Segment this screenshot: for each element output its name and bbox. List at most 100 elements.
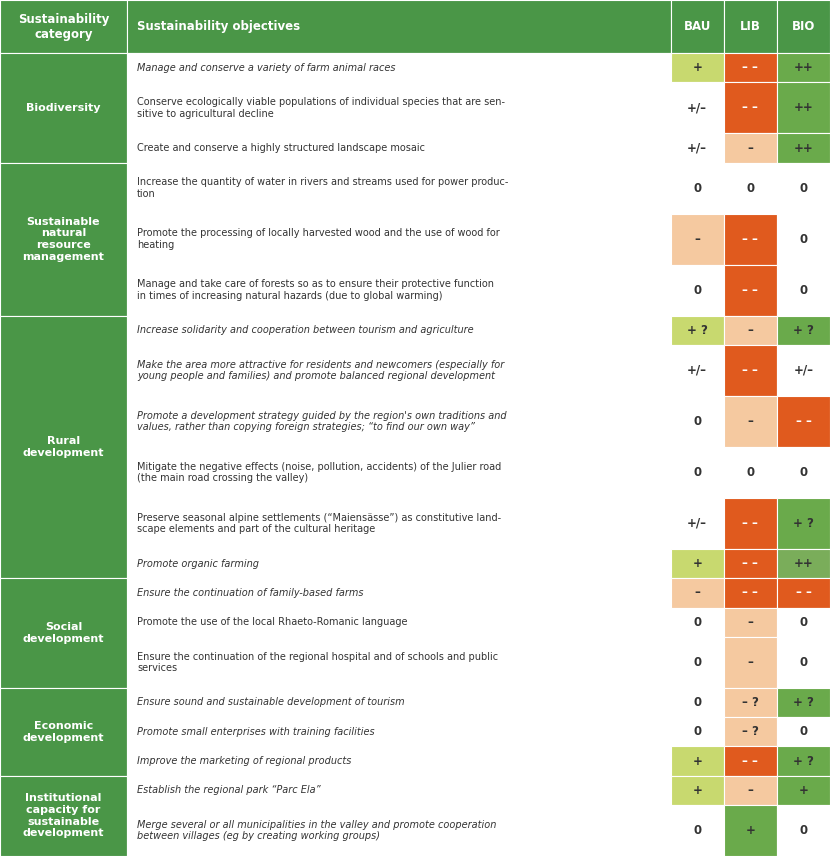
- Bar: [671, 345, 724, 396]
- Bar: [671, 498, 724, 549]
- Text: Social
development: Social development: [22, 622, 105, 644]
- Bar: [127, 0, 671, 53]
- Text: LIB: LIB: [740, 20, 761, 33]
- Text: – –: – –: [795, 415, 812, 428]
- Bar: [127, 608, 671, 637]
- Bar: [127, 265, 671, 316]
- Text: –: –: [747, 324, 754, 336]
- Bar: [777, 498, 830, 549]
- Text: +/–: +/–: [687, 517, 707, 530]
- Bar: [671, 776, 724, 805]
- Text: 0: 0: [693, 181, 701, 194]
- Text: – –: – –: [742, 62, 759, 74]
- Text: +: +: [745, 824, 755, 837]
- Text: Promote the processing of locally harvested wood and the use of wood for
heating: Promote the processing of locally harves…: [137, 229, 500, 250]
- Bar: [777, 265, 830, 316]
- Bar: [724, 637, 777, 688]
- Text: Manage and conserve a variety of farm animal races: Manage and conserve a variety of farm an…: [137, 62, 395, 73]
- Bar: [0, 579, 127, 688]
- Text: + ?: + ?: [793, 696, 814, 709]
- Text: 0: 0: [799, 615, 808, 628]
- Text: –: –: [747, 784, 754, 797]
- Text: –: –: [694, 586, 701, 599]
- Text: BAU: BAU: [684, 20, 710, 33]
- Text: +: +: [692, 754, 702, 768]
- Bar: [671, 0, 724, 53]
- Bar: [777, 608, 830, 637]
- Text: Manage and take care of forests so as to ensure their protective function
in tim: Manage and take care of forests so as to…: [137, 279, 494, 301]
- Bar: [777, 717, 830, 746]
- Text: 0: 0: [693, 824, 701, 837]
- Bar: [777, 0, 830, 53]
- Bar: [127, 637, 671, 688]
- Bar: [127, 776, 671, 805]
- Text: ++: ++: [793, 101, 813, 115]
- Text: +/–: +/–: [687, 364, 707, 377]
- Text: + ?: + ?: [793, 754, 814, 768]
- Bar: [127, 498, 671, 549]
- Bar: [777, 579, 830, 608]
- Bar: [724, 134, 777, 163]
- Bar: [127, 688, 671, 717]
- Text: – –: – –: [742, 517, 759, 530]
- Bar: [671, 637, 724, 688]
- Text: Merge several or all municipalities in the valley and promote cooperation
betwee: Merge several or all municipalities in t…: [137, 820, 496, 841]
- Bar: [0, 316, 127, 579]
- Bar: [671, 82, 724, 134]
- Text: Promote a development strategy guided by the region's own traditions and
values,: Promote a development strategy guided by…: [137, 411, 506, 432]
- Text: Establish the regional park “Parc Ela”: Establish the regional park “Parc Ela”: [137, 785, 320, 795]
- Text: – ?: – ?: [742, 696, 759, 709]
- Text: +: +: [692, 784, 702, 797]
- Bar: [724, 776, 777, 805]
- Bar: [671, 316, 724, 345]
- Text: – –: – –: [742, 283, 759, 297]
- Text: 0: 0: [693, 466, 701, 479]
- Text: + ?: + ?: [793, 324, 814, 336]
- Bar: [127, 163, 671, 214]
- Bar: [671, 805, 724, 856]
- Bar: [777, 316, 830, 345]
- Bar: [777, 345, 830, 396]
- Bar: [127, 396, 671, 447]
- Text: 0: 0: [693, 656, 701, 669]
- Bar: [671, 163, 724, 214]
- Bar: [724, 214, 777, 265]
- Bar: [777, 549, 830, 579]
- Text: 0: 0: [693, 415, 701, 428]
- Text: + ?: + ?: [793, 517, 814, 530]
- Bar: [724, 549, 777, 579]
- Text: 0: 0: [693, 696, 701, 709]
- Text: Increase the quantity of water in rivers and streams used for power produc-
tion: Increase the quantity of water in rivers…: [137, 177, 508, 199]
- Bar: [671, 265, 724, 316]
- Text: – –: – –: [795, 586, 812, 599]
- Text: 0: 0: [799, 656, 808, 669]
- Text: Sustainable
natural
resource
management: Sustainable natural resource management: [22, 217, 105, 262]
- Text: ++: ++: [793, 62, 813, 74]
- Bar: [671, 134, 724, 163]
- Text: 0: 0: [693, 725, 701, 738]
- Text: Mitigate the negative effects (noise, pollution, accidents) of the Julier road
(: Mitigate the negative effects (noise, po…: [137, 461, 501, 484]
- Bar: [724, 805, 777, 856]
- Text: ++: ++: [793, 141, 813, 155]
- Bar: [724, 608, 777, 637]
- Bar: [724, 265, 777, 316]
- Bar: [777, 53, 830, 82]
- Text: 0: 0: [746, 181, 754, 194]
- Bar: [777, 746, 830, 776]
- Bar: [127, 746, 671, 776]
- Text: Institutional
capacity for
sustainable
development: Institutional capacity for sustainable d…: [22, 794, 105, 838]
- Text: –: –: [747, 656, 754, 669]
- Text: Sustainability
category: Sustainability category: [17, 13, 110, 40]
- Bar: [127, 549, 671, 579]
- Bar: [724, 717, 777, 746]
- Bar: [127, 805, 671, 856]
- Text: Ensure the continuation of the regional hospital and of schools and public
servi: Ensure the continuation of the regional …: [137, 651, 498, 673]
- Text: Promote the use of the local Rhaeto-Romanic language: Promote the use of the local Rhaeto-Roma…: [137, 617, 408, 627]
- Text: Make the area more attractive for residents and newcomers (especially for
young : Make the area more attractive for reside…: [137, 360, 505, 381]
- Bar: [777, 776, 830, 805]
- Text: 0: 0: [799, 824, 808, 837]
- Bar: [0, 0, 127, 53]
- Text: Rural
development: Rural development: [22, 437, 105, 458]
- Text: – –: – –: [742, 364, 759, 377]
- Text: – –: – –: [742, 557, 759, 570]
